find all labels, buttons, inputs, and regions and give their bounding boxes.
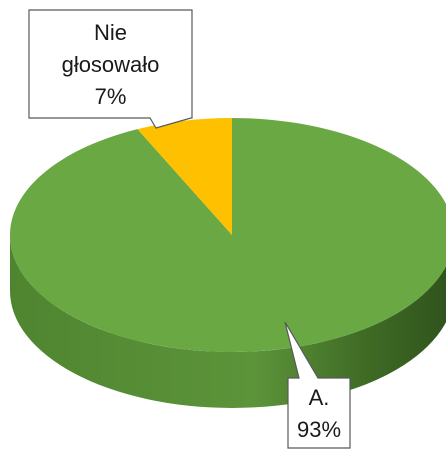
slice-label-line: Nie: [94, 20, 127, 45]
pie-slice-1: [137, 118, 232, 235]
pie-slice-0: [10, 118, 446, 352]
pie-side-wall: [10, 235, 446, 408]
slice-label-line: A.: [309, 385, 330, 410]
slice-label-0: A. 93%: [284, 321, 351, 449]
slice-label-line: głosowało: [62, 52, 160, 77]
slice-label-line: 7%: [95, 84, 127, 109]
slice-label-1: Nie głosowało 7%: [28, 9, 193, 129]
slice-label-line: 93%: [297, 417, 341, 442]
